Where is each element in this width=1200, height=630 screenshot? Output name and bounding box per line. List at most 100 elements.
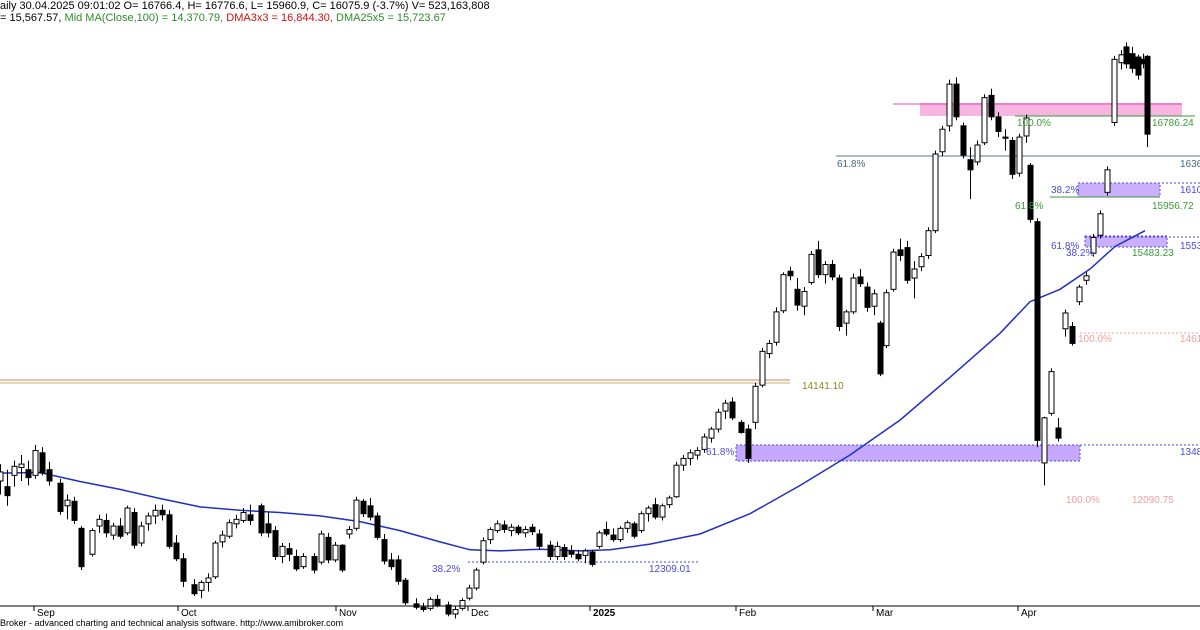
annotation-label: 38.2% xyxy=(1051,185,1079,196)
candle xyxy=(673,461,680,498)
candle xyxy=(794,278,801,311)
candle-body xyxy=(311,556,318,571)
indicator-readout-1: Mid MA(Close,100) = 14,370.79, xyxy=(64,12,227,24)
candle xyxy=(974,140,981,166)
candle-body xyxy=(258,505,265,534)
candle xyxy=(191,579,198,596)
candle-body xyxy=(64,499,71,507)
candle-body xyxy=(32,450,39,476)
candle-body xyxy=(1041,417,1048,464)
candle xyxy=(138,521,145,547)
candle-body xyxy=(932,153,939,232)
candle-body xyxy=(427,598,434,609)
candle-body xyxy=(152,509,159,517)
candle xyxy=(1104,166,1111,196)
candle-body xyxy=(589,551,596,565)
candle-body xyxy=(96,518,103,527)
candle xyxy=(780,272,787,313)
annotation-label: 1610 xyxy=(1180,185,1200,196)
annotation-labels: 100.0% 16786.24 61.8% 1636 38.2% 1610 61.8% 159… xyxy=(432,118,1200,575)
x-tick-label: 2025 xyxy=(593,608,616,619)
candle-body xyxy=(729,401,736,419)
candle xyxy=(843,309,850,336)
candle xyxy=(367,497,374,521)
candle xyxy=(0,464,4,495)
candle-body xyxy=(715,411,722,430)
candle xyxy=(64,494,71,520)
candle xyxy=(501,520,508,533)
candle xyxy=(212,540,219,580)
candle xyxy=(395,555,402,585)
candle-body xyxy=(815,249,822,276)
candle xyxy=(1097,210,1104,239)
candle xyxy=(25,460,32,486)
candle-body xyxy=(103,519,110,534)
candle xyxy=(1016,133,1023,177)
candle-body xyxy=(687,452,694,459)
candle-body xyxy=(554,545,561,558)
candle xyxy=(939,125,946,157)
candle-body xyxy=(652,504,659,518)
candle-body xyxy=(78,527,85,568)
candle-body xyxy=(843,311,850,324)
candle-body xyxy=(829,264,836,278)
candle xyxy=(1041,416,1048,486)
candle xyxy=(1111,55,1118,126)
annotation-label: 15956.72 xyxy=(1152,201,1194,212)
candle-body xyxy=(1027,164,1034,220)
candle-body xyxy=(138,525,145,544)
candle xyxy=(459,598,466,611)
candle xyxy=(967,147,974,200)
candle-body xyxy=(293,556,300,570)
candle xyxy=(166,510,173,549)
candle-body xyxy=(388,559,395,568)
candle xyxy=(420,602,427,612)
candle-body xyxy=(631,523,638,537)
candle xyxy=(110,522,117,540)
candle-body xyxy=(1076,286,1083,303)
candle xyxy=(353,496,360,531)
candle xyxy=(434,594,441,608)
candle xyxy=(4,469,11,506)
candle-body xyxy=(1135,56,1142,76)
candle xyxy=(452,606,459,619)
candle xyxy=(701,433,708,453)
support-zone xyxy=(735,444,1081,462)
x-tick-label: Sep xyxy=(37,608,55,619)
candle-body xyxy=(1083,275,1090,281)
candle-body xyxy=(603,528,610,535)
candle xyxy=(240,508,247,523)
candle-body xyxy=(575,553,582,560)
candle xyxy=(71,496,78,524)
candle-body xyxy=(367,505,374,518)
x-tick-label: Oct xyxy=(181,608,197,619)
candle xyxy=(877,320,884,377)
candle-body xyxy=(946,83,953,127)
candle xyxy=(508,523,515,537)
candle xyxy=(554,541,561,560)
candle xyxy=(822,261,829,284)
candle-body xyxy=(4,486,11,497)
candle-body xyxy=(374,515,381,538)
candle-body xyxy=(1016,136,1023,174)
candle xyxy=(645,505,652,522)
candle-body xyxy=(332,544,339,561)
candle xyxy=(11,460,18,487)
candle-body xyxy=(1048,371,1055,414)
candle-body xyxy=(904,247,911,281)
candle xyxy=(46,461,53,486)
candle-body xyxy=(960,125,967,156)
candle-body xyxy=(286,548,293,555)
candle-body xyxy=(247,514,254,521)
candle-body xyxy=(117,525,124,537)
annotation-label: 1348 xyxy=(1180,447,1200,458)
candle xyxy=(836,274,843,332)
x-axis: Sep Oct Nov Dec 2025 Feb Mar Apr xyxy=(0,605,1200,619)
candle xyxy=(808,250,815,285)
candle-body xyxy=(240,512,247,521)
candle-body xyxy=(1123,46,1130,65)
candle xyxy=(1055,417,1062,442)
candle-body xyxy=(124,507,131,534)
candle-body xyxy=(473,569,480,589)
